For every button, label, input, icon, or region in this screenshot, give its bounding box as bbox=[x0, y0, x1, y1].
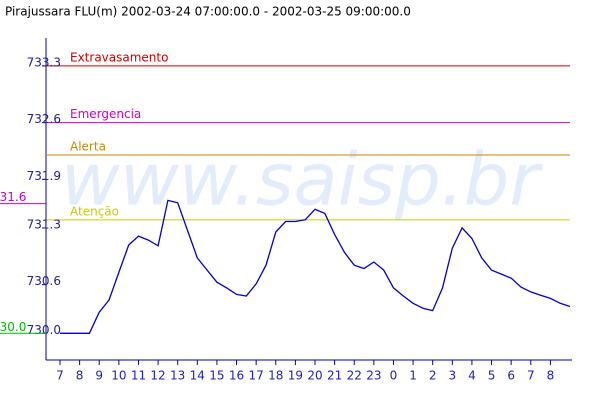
x-tick-label: 19 bbox=[288, 369, 303, 383]
x-tick-label: 9 bbox=[95, 369, 103, 383]
x-tick-label: 5 bbox=[488, 369, 496, 383]
threshold-label: Alerta bbox=[70, 140, 106, 154]
x-tick-label: 11 bbox=[131, 369, 146, 383]
x-tick-label: 18 bbox=[268, 369, 283, 383]
x-tick-label: 14 bbox=[190, 369, 205, 383]
series-line bbox=[60, 199, 571, 334]
x-tick-label: 13 bbox=[170, 369, 185, 383]
x-tick-label: 1 bbox=[409, 369, 417, 383]
x-tick-label: 16 bbox=[229, 369, 244, 383]
y-tick-label: 730.6 bbox=[27, 274, 61, 288]
y-tick-label: 732.6 bbox=[27, 112, 61, 126]
x-tick-label: 3 bbox=[448, 369, 456, 383]
threshold-label: Atenção bbox=[70, 204, 119, 218]
x-tick-label: 6 bbox=[507, 369, 515, 383]
y-tick-label: 731.9 bbox=[27, 169, 61, 183]
y-tick-label: 731.3 bbox=[27, 217, 61, 231]
x-tick-label: 4 bbox=[468, 369, 476, 383]
x-tick-label: 12 bbox=[150, 369, 165, 383]
y-tick-label: 733.3 bbox=[27, 55, 61, 69]
x-tick-label: 2 bbox=[429, 369, 437, 383]
threshold-label: Extravasamento bbox=[70, 50, 168, 64]
x-tick-label: 15 bbox=[209, 369, 224, 383]
max-marker-label: 731.6 bbox=[0, 190, 26, 204]
x-tick-label: 21 bbox=[327, 369, 342, 383]
x-tick-label: 0 bbox=[390, 369, 398, 383]
min-marker-label: 730.0 bbox=[0, 320, 26, 334]
x-tick-label: 23 bbox=[366, 369, 381, 383]
x-tick-label: 8 bbox=[76, 369, 84, 383]
chart-title: Pirajussara FLU(m) 2002-03-24 07:00:00.0… bbox=[5, 5, 411, 19]
x-tick-label: 7 bbox=[527, 369, 535, 383]
x-tick-label: 7 bbox=[56, 369, 64, 383]
watermark: www.saisp.br bbox=[61, 138, 543, 222]
x-tick-label: 17 bbox=[249, 369, 264, 383]
x-tick-label: 22 bbox=[347, 369, 362, 383]
y-tick-label: 730.0 bbox=[27, 323, 61, 337]
x-tick-label: 10 bbox=[111, 369, 126, 383]
x-tick-label: 8 bbox=[547, 369, 555, 383]
threshold-label: Emergencia bbox=[70, 107, 141, 121]
x-tick-label: 20 bbox=[307, 369, 322, 383]
